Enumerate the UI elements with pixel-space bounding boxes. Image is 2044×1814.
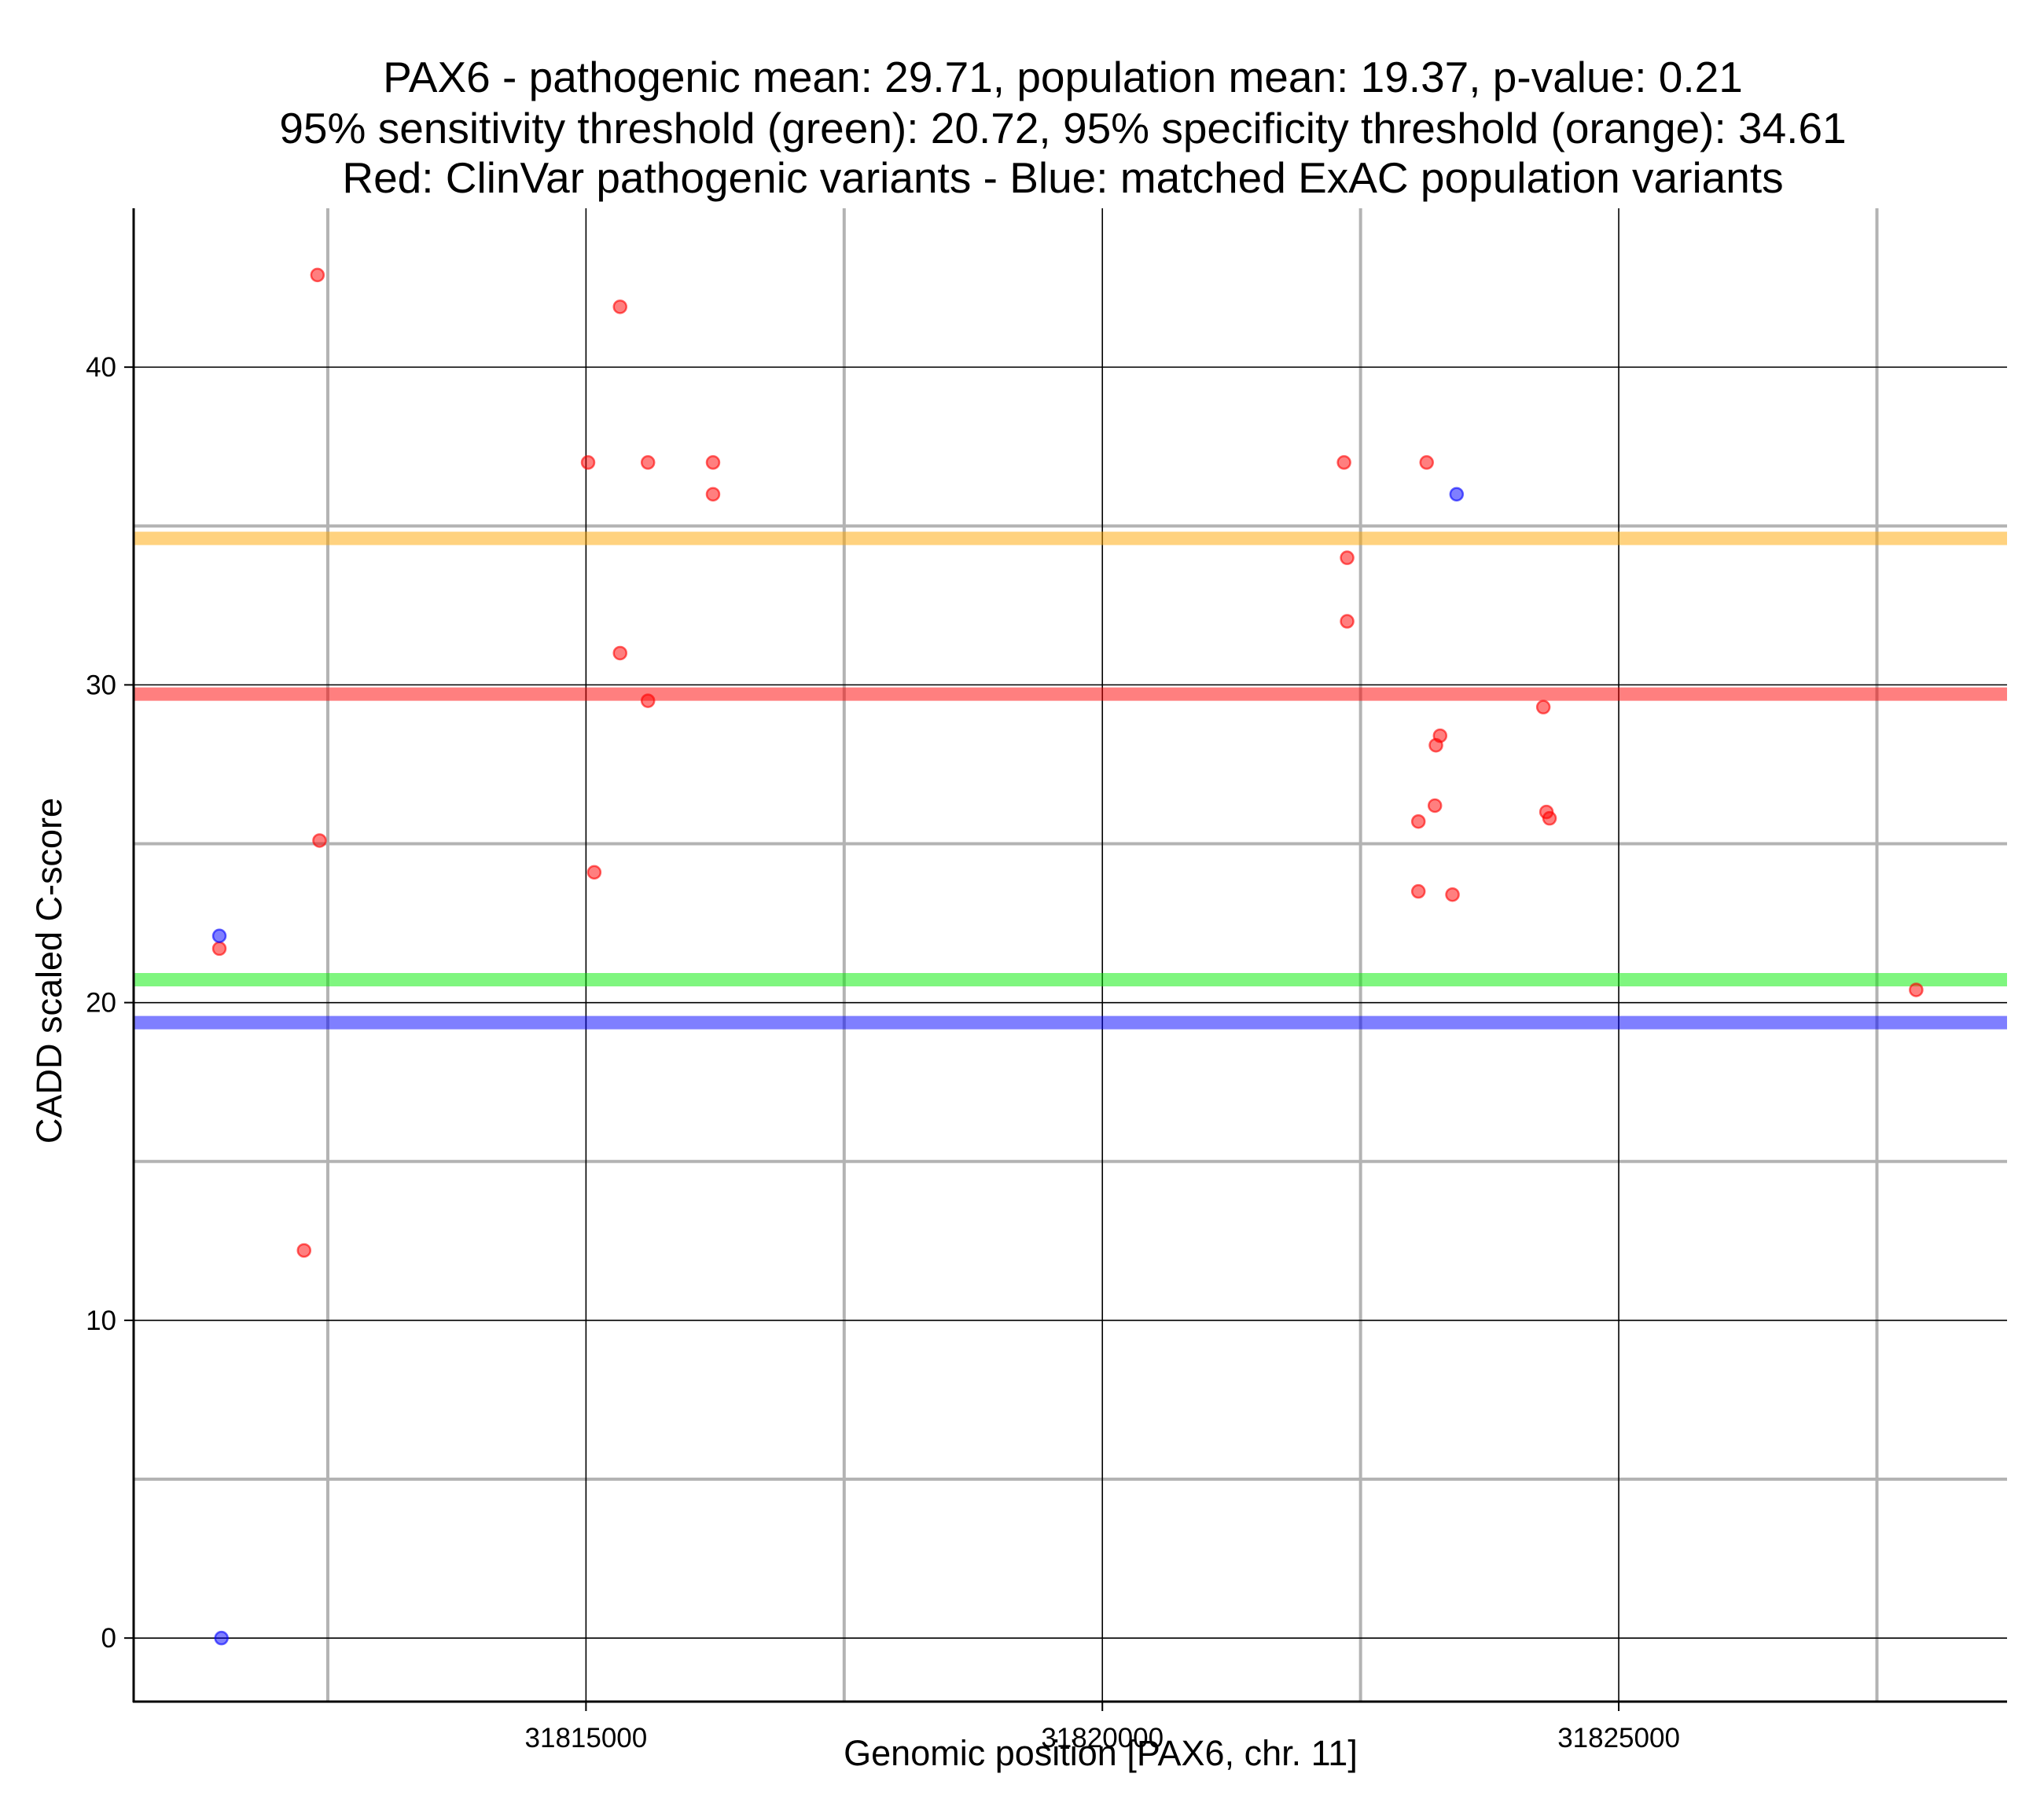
x-tick-label: 31815000 bbox=[525, 1723, 648, 1753]
y-tick-label: 10 bbox=[86, 1305, 116, 1336]
pathogenic-point bbox=[296, 1243, 312, 1258]
pathogenic-point bbox=[580, 455, 596, 470]
pathogenic-point bbox=[640, 455, 656, 470]
pathogenic-point bbox=[705, 455, 721, 470]
pathogenic-point bbox=[705, 487, 721, 502]
pathogenic-point bbox=[612, 645, 627, 661]
population-point bbox=[214, 1630, 229, 1646]
y-tick-label: 30 bbox=[86, 670, 116, 700]
pathogenic-point bbox=[1909, 982, 1924, 997]
x-tick-label: 31825000 bbox=[1557, 1723, 1680, 1753]
pathogenic-point bbox=[1535, 700, 1551, 714]
pathogenic-point bbox=[1410, 813, 1426, 829]
pathogenic-point bbox=[1432, 728, 1448, 744]
pathogenic-point bbox=[612, 299, 627, 314]
title-line-3: Red: ClinVar pathogenic variants - Blue:… bbox=[342, 153, 1783, 202]
population-point bbox=[211, 928, 227, 943]
pathogenic-point bbox=[312, 833, 327, 848]
pathogenic-point bbox=[1427, 798, 1443, 813]
pathogenic-point bbox=[1410, 883, 1426, 899]
pathogenic-point bbox=[1340, 614, 1355, 629]
pathogenic-point bbox=[1445, 887, 1460, 902]
grid-layer bbox=[134, 208, 2007, 1702]
y-tick-label: 20 bbox=[86, 988, 116, 1019]
data-points bbox=[211, 267, 1924, 1646]
x-tick-label: 31820000 bbox=[1041, 1723, 1164, 1753]
pathogenic-point bbox=[1340, 550, 1355, 565]
pathogenic-point bbox=[1419, 455, 1434, 470]
x-axis-title: Genomic position [PAX6, chr. 11] bbox=[844, 1733, 1358, 1773]
y-axis-title: CADD scaled C-score bbox=[29, 798, 69, 1144]
pathogenic-point bbox=[586, 865, 602, 880]
population-point bbox=[1449, 487, 1465, 502]
reference-lines bbox=[134, 531, 2007, 1030]
title-line-2: 95% sensitivity threshold (green): 20.72… bbox=[279, 104, 1846, 152]
chart-title: PAX6 - pathogenic mean: 29.71, populatio… bbox=[279, 53, 1846, 202]
pathogenic-point bbox=[211, 941, 227, 957]
axes: 0 10 20 30 40 31815000 31820000 31825000 bbox=[86, 208, 2007, 1753]
y-tick-label: 40 bbox=[86, 352, 116, 383]
pathogenic-point bbox=[310, 267, 325, 283]
pathogenic-point bbox=[640, 693, 656, 708]
pathogenic-point bbox=[1336, 455, 1351, 470]
y-tick-label: 0 bbox=[101, 1623, 116, 1654]
title-line-1: PAX6 - pathogenic mean: 29.71, populatio… bbox=[383, 53, 1743, 101]
pathogenic-point bbox=[1542, 810, 1557, 826]
